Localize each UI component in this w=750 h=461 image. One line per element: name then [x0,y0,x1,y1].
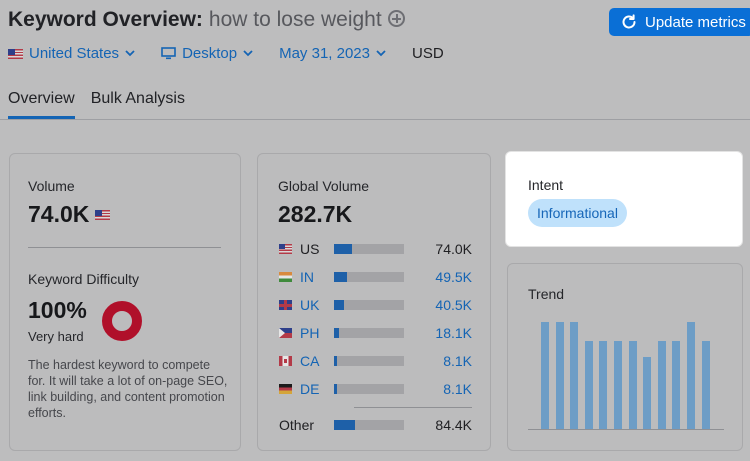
volume-share-bar [334,420,404,430]
volume-share-bar-fill [334,356,337,366]
tab-bar: Overview Bulk Analysis [8,90,201,119]
update-metrics-label: Update metrics [645,13,746,31]
country-row-de[interactable]: DE 8.1K [279,380,472,398]
other-label: Other [279,417,315,433]
device-selector[interactable]: Desktop [161,45,253,62]
volume-share-bar-fill [334,244,352,254]
trend-bar[interactable] [585,341,593,429]
tab-bulk-analysis[interactable]: Bulk Analysis [90,90,185,107]
refresh-icon [622,14,636,29]
intent-card: Intent Informational [505,151,743,247]
trend-card: Trend [507,263,743,451]
add-keyword-icon[interactable] [387,10,405,27]
volume-share-bar [334,384,404,394]
trend-bar[interactable] [643,357,651,429]
country-selector[interactable]: United States [8,45,135,62]
chevron-down-icon [125,50,135,57]
kd-value: 100% [28,297,87,323]
country-row-in[interactable]: IN 49.5K [279,268,472,286]
update-metrics-button[interactable]: Update metrics [609,8,750,36]
page-title-label: Keyword Overview: [8,8,203,31]
country-volume: 40.5K [435,297,472,313]
intent-label: Intent [528,177,564,193]
filter-bar: United States Desktop May 31, 2023 USD [8,45,444,62]
global-volume-value: 282.7K [278,201,353,227]
trend-bar[interactable] [541,322,549,429]
volume-card: Volume 74.0K Keyword Difficulty 100% Ver… [9,153,241,451]
chevron-down-icon [243,50,253,57]
chevron-down-icon [376,50,386,57]
kd-description: The hardest keyword to compete for. It w… [28,358,228,420]
flag-ph-icon [279,328,292,338]
tab-overview[interactable]: Overview [8,90,75,119]
trend-baseline [528,429,724,430]
date-label: May 31, 2023 [279,45,370,62]
flag-us-icon [279,244,292,254]
kd-donut-arc [102,301,142,341]
trend-bar[interactable] [687,322,695,429]
country-label: United States [29,45,120,62]
country-code: CA [300,353,320,369]
country-row-ph[interactable]: PH 18.1K [279,324,472,342]
other-divider [354,407,472,408]
volume-share-bar [334,300,404,310]
trend-bar[interactable] [658,341,666,429]
other-volume: 84.4K [435,417,472,433]
volume-label: Volume [28,178,75,194]
tabs-divider [0,119,750,120]
volume-share-bar-fill [334,420,355,430]
volume-share-bar-fill [334,328,339,338]
country-row-uk[interactable]: UK 40.5K [279,296,472,314]
kd-level: Very hard [28,329,84,344]
trend-bar[interactable] [570,322,578,429]
trend-bar[interactable] [672,341,680,429]
country-volume: 8.1K [443,353,472,369]
kd-label: Keyword Difficulty [28,271,140,287]
desktop-icon [161,47,176,60]
flag-us-icon [95,209,111,220]
trend-bar[interactable] [614,341,622,429]
page-title: Keyword Overview: how to lose weight [8,8,405,32]
volume-share-bar [334,244,404,254]
global-volume-card: Global Volume 282.7K US 74.0K IN 49.5K U… [257,153,491,451]
volume-share-bar-fill [334,272,347,282]
trend-label: Trend [528,286,565,302]
country-row-us[interactable]: US 74.0K [279,240,472,258]
trend-bar[interactable] [599,341,607,429]
volume-share-bar [334,356,404,366]
device-label: Desktop [182,45,238,62]
country-row-ca[interactable]: CA 8.1K [279,352,472,370]
flag-ca-icon [279,356,292,366]
country-code: DE [300,381,320,397]
date-selector[interactable]: May 31, 2023 [279,45,386,62]
country-code: UK [300,297,320,313]
card-divider [28,247,221,248]
volume-value: 74.0K [28,201,90,227]
flag-de-icon [279,384,292,394]
country-volume: 74.0K [435,241,472,257]
volume-share-bar-fill [334,300,344,310]
trend-bar[interactable] [629,341,637,429]
keyword-text: how to lose weight [208,8,382,31]
volume-share-bar-fill [334,384,337,394]
country-code: IN [300,269,314,285]
currency-label: USD [412,45,444,62]
country-row-other: Other 84.4K [279,416,472,434]
volume-share-bar [334,272,404,282]
kd-donut-chart [102,301,142,341]
flag-uk-icon [279,300,292,310]
trend-bar[interactable] [556,322,564,429]
intent-badge[interactable]: Informational [528,199,627,227]
country-volume: 49.5K [435,269,472,285]
country-volume: 18.1K [435,325,472,341]
country-volume: 8.1K [443,381,472,397]
flag-us-icon [8,48,23,59]
volume-value-row: 74.0K [28,201,116,228]
flag-in-icon [279,272,292,282]
global-volume-label: Global Volume [278,178,370,194]
country-code: US [300,241,320,257]
volume-share-bar [334,328,404,338]
trend-bar[interactable] [702,341,710,429]
country-code: PH [300,325,320,341]
